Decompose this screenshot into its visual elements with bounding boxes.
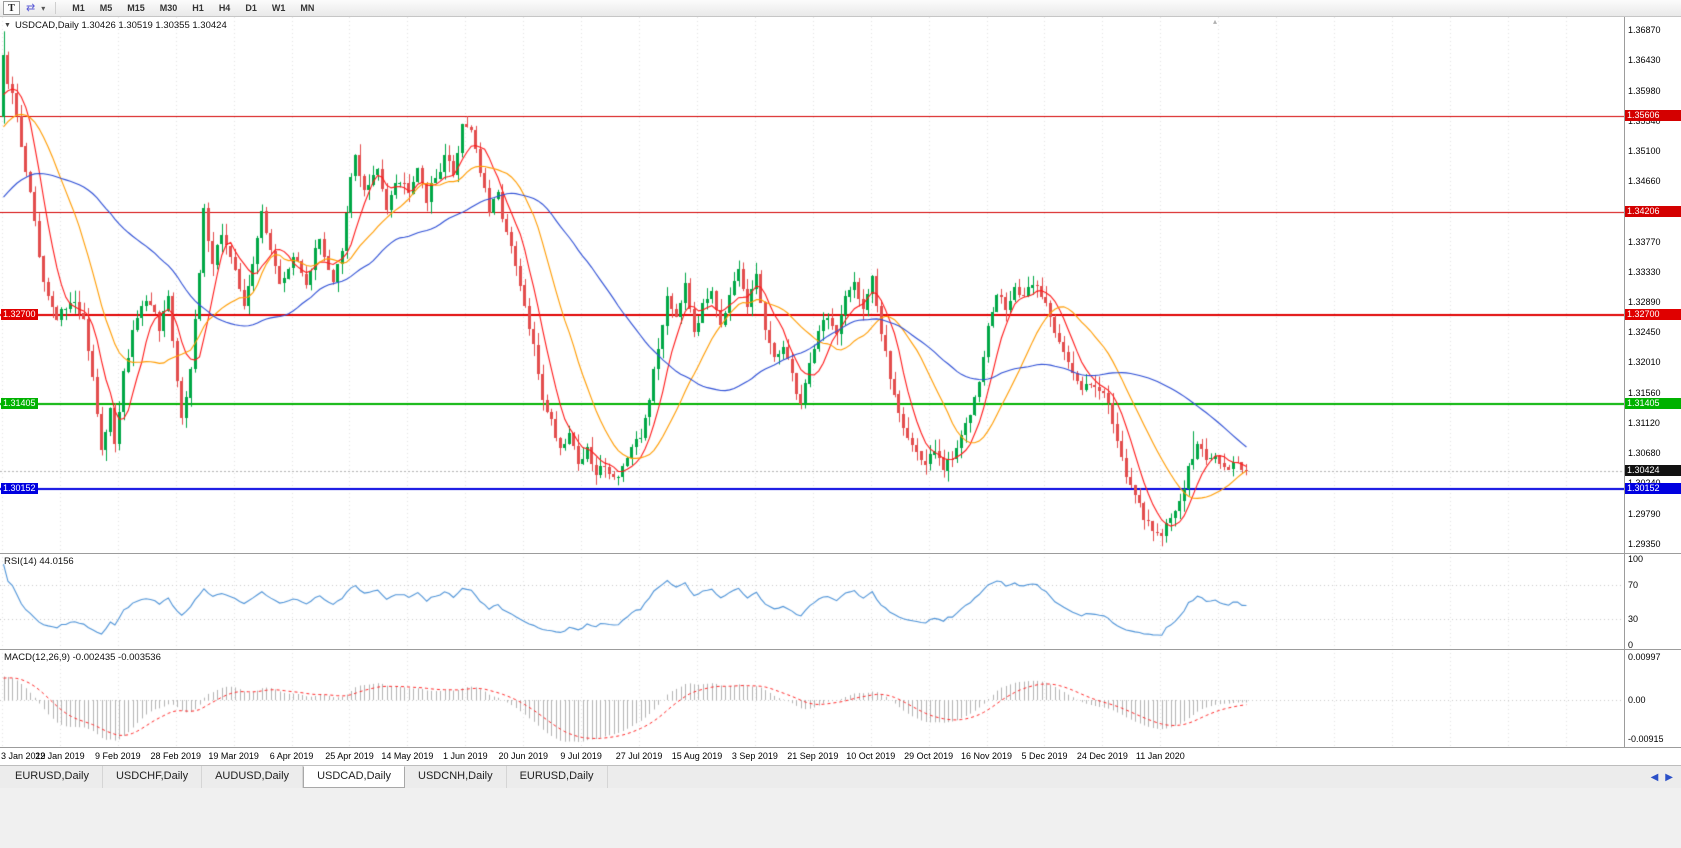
level-price-label[interactable]: 1.31405 xyxy=(1625,397,1681,409)
toolbar: T ⇄ ▾ M1 M5 M15 M30 H1 H4 D1 W1 MN xyxy=(0,0,1681,17)
timeframe-h1[interactable]: H1 xyxy=(192,3,204,13)
chart-tab-2-audusd[interactable]: AUDUSD,Daily xyxy=(202,766,304,788)
toolbar-separator xyxy=(55,2,57,14)
chart-shift-marker[interactable]: ▴ xyxy=(1213,17,1218,26)
date-label: 28 Feb 2019 xyxy=(150,751,202,761)
macd-axis-tick: 0.00997 xyxy=(1628,652,1661,663)
chart-tabs: EURUSD,Daily USDCHF,Daily AUDUSD,Daily USDC… xyxy=(0,766,608,788)
date-label: 10 Oct 2019 xyxy=(846,751,896,761)
level-price-label[interactable]: 1.35606 xyxy=(1625,110,1681,122)
panel-separator xyxy=(0,747,1681,748)
price-tick: 1.31560 xyxy=(1628,387,1661,398)
price-chart-canvas[interactable] xyxy=(0,17,1624,747)
date-label: 27 Jul 2019 xyxy=(615,751,663,761)
price-tick: 1.32450 xyxy=(1628,327,1661,338)
date-label: 25 Apr 2019 xyxy=(325,751,374,761)
collapse-chart-icon[interactable]: ▼ xyxy=(4,22,11,29)
timeframe-m30[interactable]: M30 xyxy=(159,3,178,13)
chart-tab-1-usdchf[interactable]: USDCHF,Daily xyxy=(103,766,203,788)
price-tick: 1.33770 xyxy=(1628,236,1661,247)
macd-axis-tick: 0.00 xyxy=(1628,695,1646,705)
dropdown-caret-icon[interactable]: ▾ xyxy=(41,3,46,13)
time-axis: 3 Jan 2019 22 Jan 2019 9 Feb 2019 28 Feb 20… xyxy=(0,747,1624,765)
date-label: 22 Jan 2019 xyxy=(35,751,85,761)
chart-title: USDCAD,Daily 1.30426 1.30519 1.30355 1.3… xyxy=(14,20,227,31)
price-tick: 1.29350 xyxy=(1628,538,1661,549)
date-label: 24 Dec 2019 xyxy=(1076,751,1128,761)
timeframe-mn[interactable]: MN xyxy=(300,3,315,13)
price-tick: 1.32010 xyxy=(1628,357,1661,368)
level-price-label-left[interactable]: 1.31405 xyxy=(1,397,38,409)
date-label: 29 Oct 2019 xyxy=(904,751,954,761)
date-label: 3 Jan 2019 xyxy=(1,751,46,761)
macd-axis-tick: -0.00915 xyxy=(1628,734,1664,745)
price-tick: 1.29790 xyxy=(1628,508,1661,519)
date-label: 15 Aug 2019 xyxy=(671,751,723,761)
chart-area: ▴ ▼ USDCAD,Daily 1.30426 1.30519 1.30355… xyxy=(0,17,1681,765)
price-tick: 1.32890 xyxy=(1628,297,1661,308)
timeframe-d1[interactable]: D1 xyxy=(245,3,257,13)
date-label: 19 Mar 2019 xyxy=(208,751,259,761)
date-label: 1 Jun 2019 xyxy=(443,751,488,761)
date-label: 6 Apr 2019 xyxy=(269,751,314,761)
axis-separator xyxy=(1624,17,1625,747)
tab-scroll-arrows: ◀ ▶ xyxy=(1651,766,1681,788)
date-label: 9 Jul 2019 xyxy=(560,751,602,761)
rsi-axis-tick: 100 xyxy=(1628,554,1644,564)
chart-tab-0-eurusd[interactable]: EURUSD,Daily xyxy=(2,766,103,788)
date-label: 21 Sep 2019 xyxy=(787,751,839,761)
date-label: 9 Feb 2019 xyxy=(95,751,141,761)
date-label: 16 Nov 2019 xyxy=(961,751,1013,761)
rsi-header: RSI(14) 44.0156 xyxy=(4,556,74,567)
chart-header: ▼ USDCAD,Daily 1.30426 1.30519 1.30355 1… xyxy=(4,20,227,31)
cycle-arrows-icon[interactable]: ⇄ xyxy=(26,2,36,14)
level-price-label-left[interactable]: 1.30152 xyxy=(1,483,38,495)
timeframe-m5[interactable]: M5 xyxy=(99,3,113,13)
level-price-label[interactable]: 1.30152 xyxy=(1625,483,1681,495)
price-tick: 1.30240 xyxy=(1628,478,1661,488)
rsi-axis-tick: 70 xyxy=(1628,579,1639,590)
panel-separator[interactable] xyxy=(0,649,1681,650)
tabs-scroll-right-icon[interactable]: ▶ xyxy=(1665,771,1673,783)
price-tick: 1.30680 xyxy=(1628,448,1661,459)
price-axis: 1.368701.364301.359801.355401.351001.346… xyxy=(1625,17,1681,765)
panel-separator[interactable] xyxy=(0,553,1681,554)
chart-tab-4-usdcnh[interactable]: USDCNH,Daily xyxy=(405,766,507,788)
price-tick: 1.34660 xyxy=(1628,176,1661,187)
chart-tab-5-eurusd[interactable]: EURUSD,Daily xyxy=(507,766,608,788)
date-label: 5 Dec 2019 xyxy=(1021,751,1068,761)
date-label: 3 Sep 2019 xyxy=(731,751,778,761)
macd-header: MACD(12,26,9) -0.002435 -0.003536 xyxy=(4,652,161,663)
level-price-label[interactable]: 1.32700 xyxy=(1625,309,1681,321)
current-price-label: 1.30424 xyxy=(1625,464,1681,476)
level-price-label-left[interactable]: 1.32700 xyxy=(1,309,38,321)
text-tool-button[interactable]: T xyxy=(3,1,20,15)
tabs-scroll-left-icon[interactable]: ◀ xyxy=(1650,771,1659,783)
chart-tabs-bar: EURUSD,Daily USDCHF,Daily AUDUSD,Daily USDC… xyxy=(0,765,1681,788)
price-tick: 1.35980 xyxy=(1628,85,1661,96)
timeframe-h4[interactable]: H4 xyxy=(218,3,231,13)
level-price-label[interactable]: 1.34206 xyxy=(1625,206,1681,218)
price-tick: 1.33330 xyxy=(1628,266,1661,277)
rsi-axis-tick: 30 xyxy=(1628,614,1639,625)
timeframe-m1[interactable]: M1 xyxy=(72,3,85,13)
date-label: 11 Jan 2020 xyxy=(1135,751,1185,761)
price-tick: 1.36430 xyxy=(1628,55,1661,66)
date-label: 14 May 2019 xyxy=(381,751,434,761)
timeframe-w1[interactable]: W1 xyxy=(271,3,286,13)
timeframe-buttons: M1 M5 M15 M30 H1 H4 D1 W1 MN xyxy=(72,3,314,13)
chart-tab-3-usdcad[interactable]: USDCAD,Daily xyxy=(303,766,406,788)
price-tick: 1.35100 xyxy=(1628,145,1661,156)
timeframe-m15[interactable]: M15 xyxy=(127,3,145,13)
price-tick: 1.31120 xyxy=(1628,418,1660,428)
rsi-axis-tick: 0 xyxy=(1628,640,1634,650)
date-label: 20 Jun 2019 xyxy=(498,751,549,761)
price-tick: 1.36870 xyxy=(1628,24,1661,35)
